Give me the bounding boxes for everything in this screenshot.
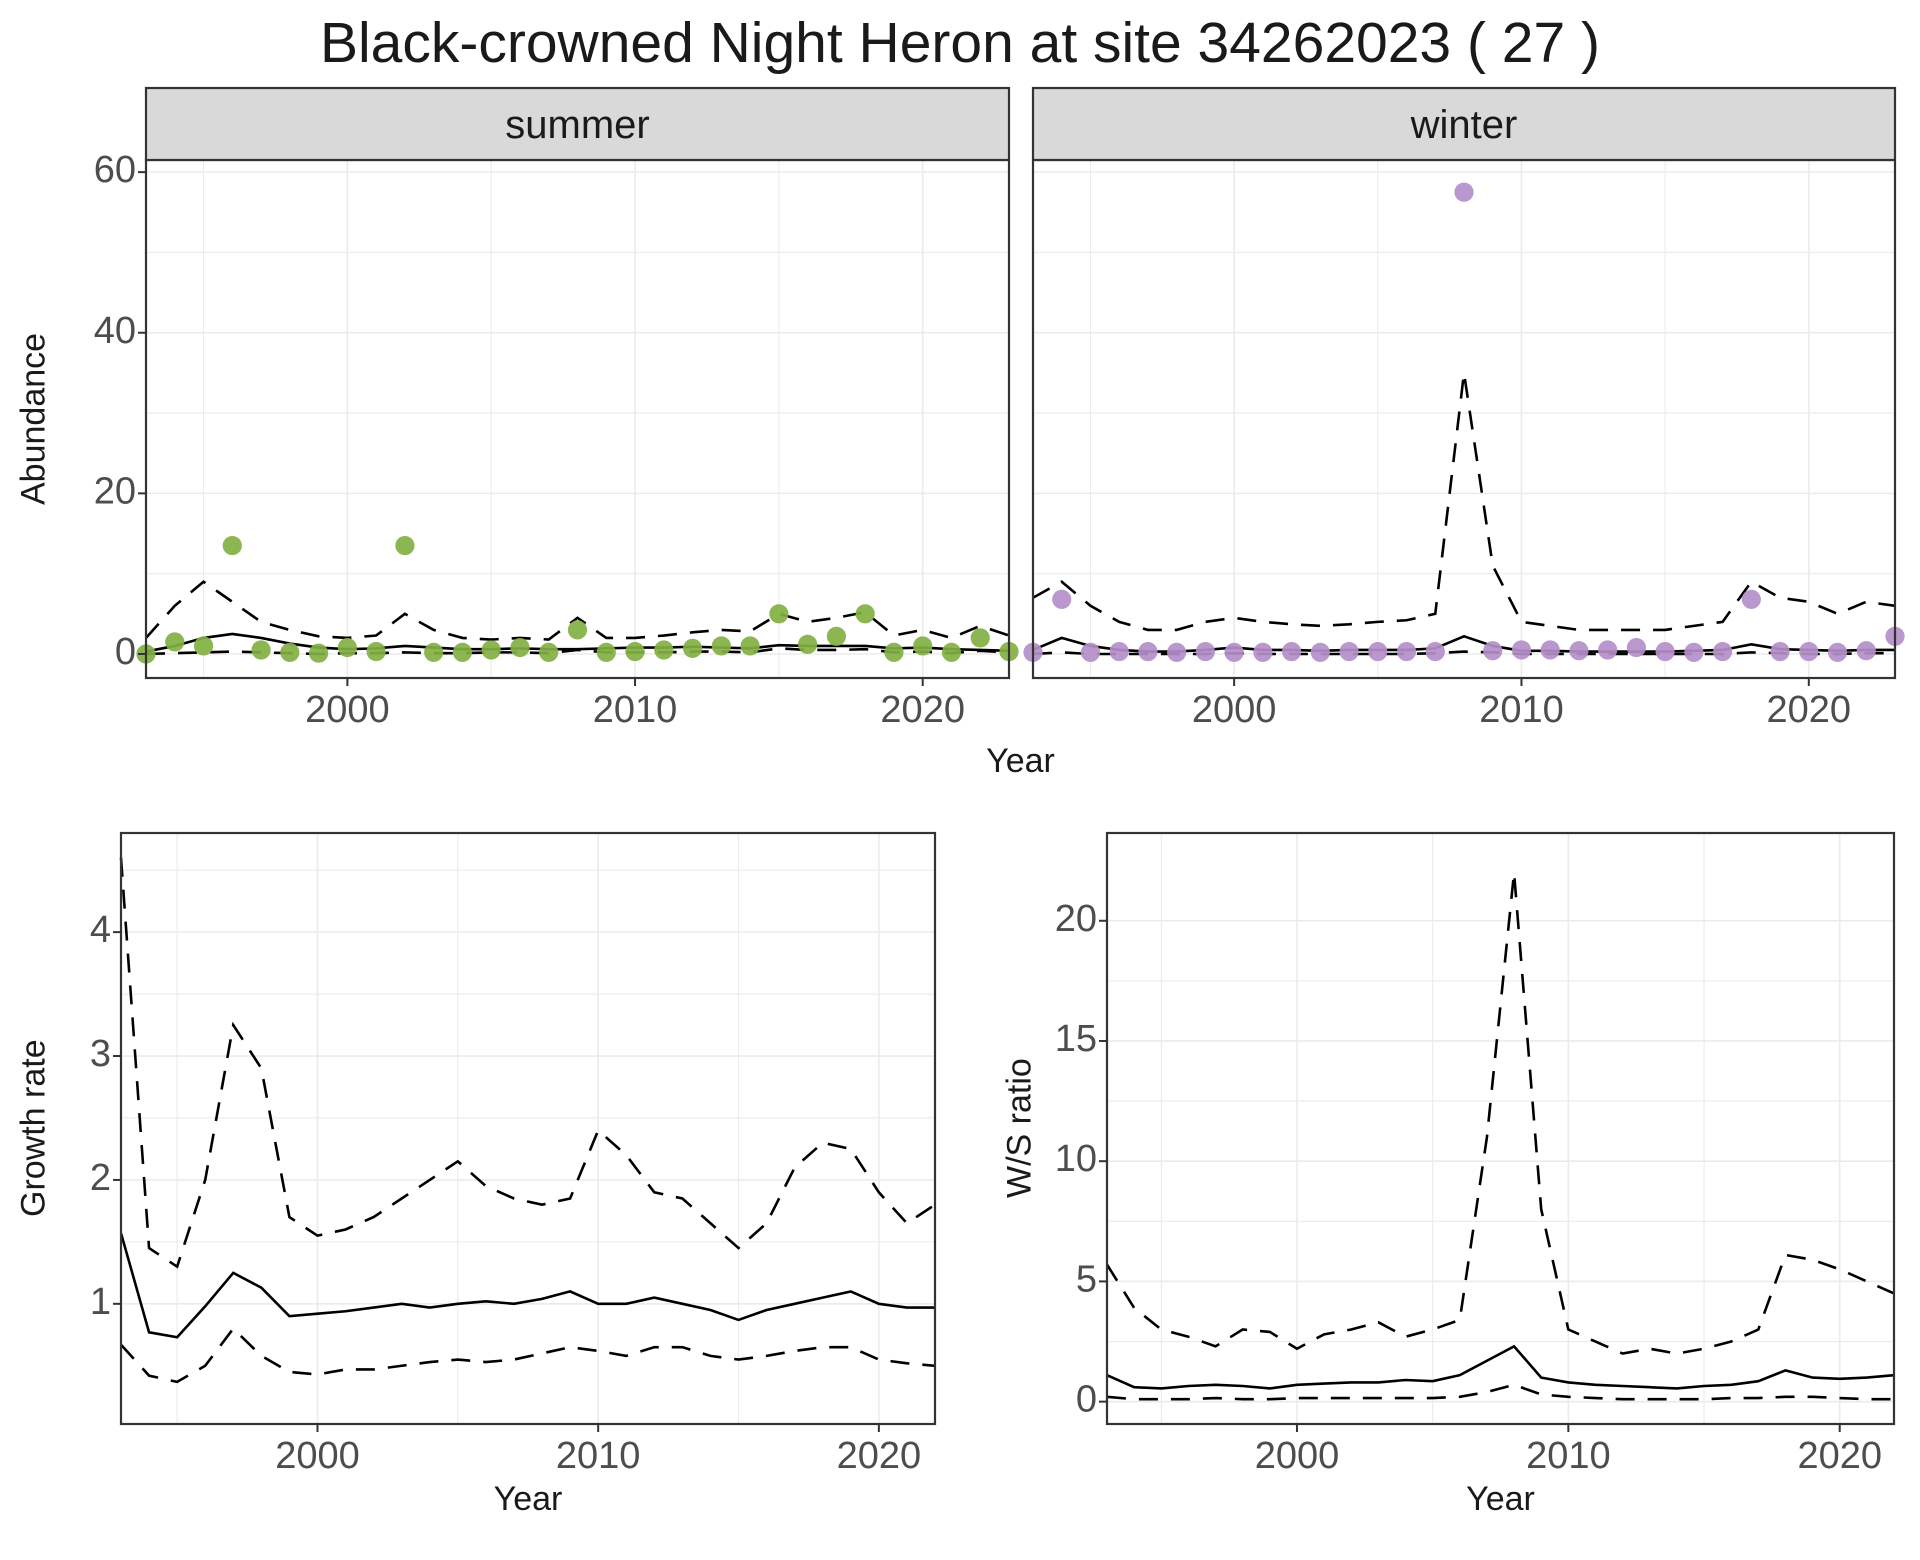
svg-text:2020: 2020 [1767, 689, 1852, 731]
svg-text:40: 40 [94, 310, 136, 352]
svg-text:2010: 2010 [1479, 689, 1564, 731]
svg-text:2: 2 [90, 1157, 111, 1199]
svg-text:2020: 2020 [880, 689, 965, 731]
svg-text:2020: 2020 [837, 1435, 922, 1477]
svg-text:5: 5 [1076, 1258, 1097, 1300]
svg-text:3: 3 [90, 1033, 111, 1075]
svg-text:2000: 2000 [305, 689, 390, 731]
svg-text:10: 10 [1055, 1138, 1097, 1180]
svg-text:2010: 2010 [1526, 1435, 1611, 1477]
svg-text:2000: 2000 [1192, 689, 1277, 731]
svg-text:2020: 2020 [1797, 1435, 1882, 1477]
svg-text:2010: 2010 [593, 689, 678, 731]
svg-text:20: 20 [1055, 898, 1097, 940]
svg-text:0: 0 [115, 631, 136, 673]
svg-text:60: 60 [94, 149, 136, 191]
svg-text:1: 1 [90, 1281, 111, 1323]
svg-text:4: 4 [90, 909, 111, 951]
svg-text:15: 15 [1055, 1018, 1097, 1060]
svg-text:summer: summer [505, 103, 649, 147]
svg-text:2000: 2000 [1255, 1435, 1340, 1477]
svg-text:0: 0 [1076, 1379, 1097, 1421]
svg-text:20: 20 [94, 470, 136, 512]
svg-text:winter: winter [1410, 103, 1518, 147]
svg-text:2010: 2010 [556, 1435, 641, 1477]
svg-text:2000: 2000 [275, 1435, 360, 1477]
